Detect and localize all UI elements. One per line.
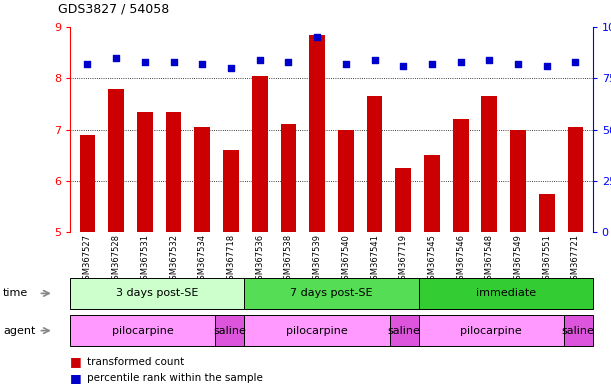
Bar	[539, 194, 555, 232]
Bar	[424, 155, 440, 232]
Bar	[166, 112, 181, 232]
Bar	[108, 89, 124, 232]
Text: saline: saline	[213, 326, 246, 336]
Text: ■: ■	[70, 372, 86, 384]
Point	[169, 59, 178, 65]
Bar	[194, 127, 210, 232]
Text: pilocarpine: pilocarpine	[112, 326, 174, 336]
Point	[312, 34, 322, 40]
Text: pilocarpine: pilocarpine	[460, 326, 522, 336]
Bar	[79, 135, 95, 232]
Point	[82, 61, 92, 67]
Text: saline: saline	[562, 326, 595, 336]
Bar	[453, 119, 469, 232]
Point	[284, 59, 293, 65]
Text: percentile rank within the sample: percentile rank within the sample	[87, 373, 263, 383]
Point	[571, 59, 580, 65]
Bar	[338, 130, 354, 232]
Bar	[223, 150, 239, 232]
Point	[456, 59, 466, 65]
Text: pilocarpine: pilocarpine	[286, 326, 348, 336]
Point	[226, 65, 236, 71]
Point	[485, 57, 494, 63]
Bar	[280, 124, 296, 232]
Point	[398, 63, 408, 69]
Point	[111, 55, 121, 61]
Bar	[568, 127, 584, 232]
Bar	[137, 112, 153, 232]
Point	[197, 61, 207, 67]
Text: ■: ■	[70, 355, 86, 368]
Point	[341, 61, 351, 67]
Bar	[309, 35, 325, 232]
Bar	[395, 168, 411, 232]
Bar	[252, 76, 268, 232]
Bar	[367, 96, 382, 232]
Point	[255, 57, 265, 63]
Text: transformed count: transformed count	[87, 357, 185, 367]
Text: saline: saline	[387, 326, 420, 336]
Bar	[510, 130, 526, 232]
Point	[427, 61, 437, 67]
Point	[370, 57, 379, 63]
Text: agent: agent	[3, 326, 35, 336]
Text: GDS3827 / 54058: GDS3827 / 54058	[58, 2, 169, 15]
Point	[513, 61, 523, 67]
Point	[140, 59, 150, 65]
Bar	[481, 96, 497, 232]
Text: 7 days post-SE: 7 days post-SE	[290, 288, 373, 298]
Text: time: time	[3, 288, 28, 298]
Text: 3 days post-SE: 3 days post-SE	[116, 288, 199, 298]
Point	[542, 63, 552, 69]
Text: immediate: immediate	[475, 288, 536, 298]
